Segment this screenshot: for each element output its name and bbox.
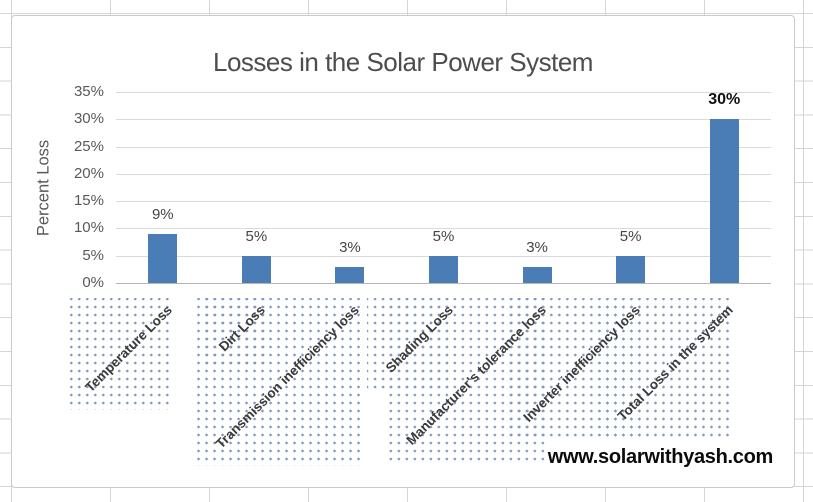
y-gridline [116,173,771,175]
chart-title: Losses in the Solar Power System [213,47,593,77]
category-label-background [197,298,360,467]
watermark-text: www.solarwithyash.com [547,446,774,468]
bar[interactable] [148,233,178,283]
chart-object[interactable]: Losses in the Solar Power System Percent… [11,15,795,488]
y-gridline [116,228,771,230]
bar-value-label: 9% [151,205,174,223]
y-gridline [116,146,771,148]
bar[interactable] [429,255,458,283]
bar-value-label: 5% [245,227,268,245]
y-tick-label: 20% [73,164,104,182]
y-gridline [116,119,771,121]
y-tick-label: 0% [82,274,104,291]
y-tick-label: 35% [73,83,104,100]
bar[interactable] [241,255,271,283]
bar-value-label: 5% [432,227,455,245]
y-tick-label: 10% [73,219,104,237]
category-label-background [66,298,173,410]
bar-value-label: 5% [619,227,642,245]
y-gridline [116,201,771,203]
y-tick-label: 25% [73,137,104,155]
bar[interactable] [335,266,365,283]
bar-value-label: 3% [526,238,548,256]
bar[interactable] [709,119,739,283]
bar-value-label: 30% [708,91,741,109]
bar-value-label: 3% [339,238,361,256]
x-axis-line [116,282,771,284]
y-tick-label: 15% [73,192,104,210]
bar[interactable] [522,266,552,283]
y-tick-label: 30% [73,110,104,128]
y-tick-label: 5% [82,246,104,264]
y-gridline [116,92,771,93]
category-label-background [599,298,735,439]
bar[interactable] [616,255,646,283]
